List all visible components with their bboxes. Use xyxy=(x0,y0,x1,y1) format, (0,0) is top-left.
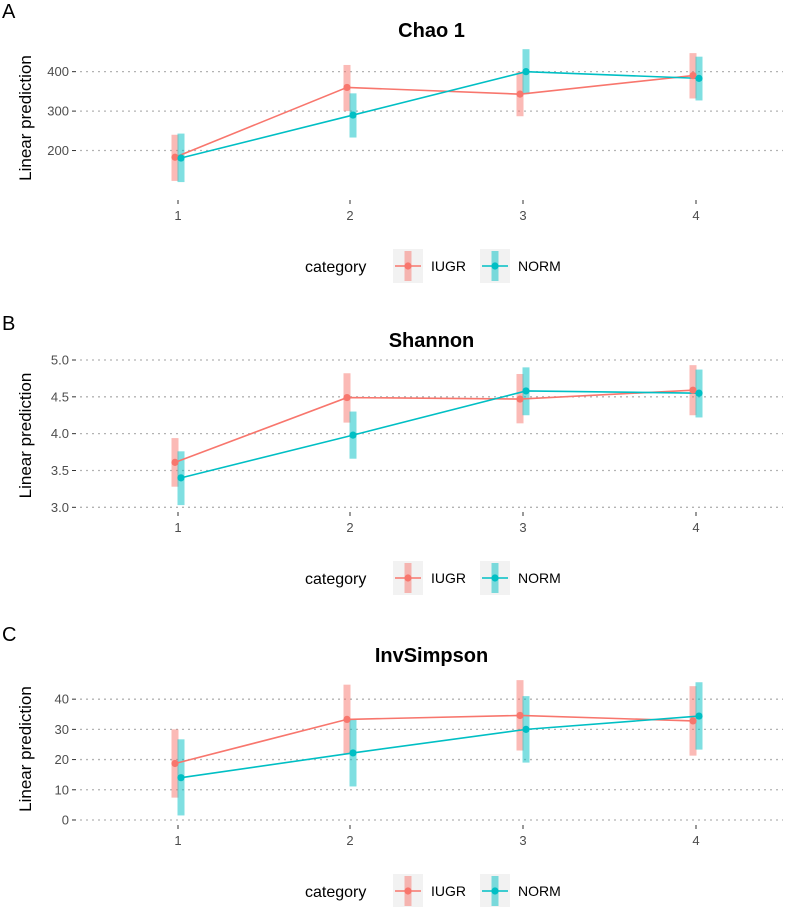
y-tick-label: 0 xyxy=(62,812,69,827)
data-point-norm xyxy=(522,387,530,395)
y-tick-label: 10 xyxy=(55,782,69,797)
legend-label-norm: NORM xyxy=(518,258,561,274)
x-tick-label: 4 xyxy=(692,208,699,223)
data-point-iugr xyxy=(343,83,351,92)
data-point-norm xyxy=(177,154,185,162)
y-tick-label: 200 xyxy=(47,143,69,158)
series-line-iugr xyxy=(174,714,694,765)
y-axis-label: Linear prediction xyxy=(16,373,35,499)
data-point-norm xyxy=(522,725,530,733)
y-tick-label: 400 xyxy=(47,64,69,79)
y-tick-label: 5.0 xyxy=(51,353,69,368)
series-line-norm xyxy=(180,70,700,159)
x-tick-label: 2 xyxy=(346,520,353,535)
legend-label-norm: NORM xyxy=(518,883,561,899)
y-tick-label: 3.0 xyxy=(51,500,69,515)
y-tick-label: 3.5 xyxy=(51,463,69,478)
series-line-norm xyxy=(180,715,700,779)
data-point-norm xyxy=(522,68,530,76)
y-tick-label: 30 xyxy=(55,722,69,737)
y-tick-label: 4.0 xyxy=(51,426,69,441)
data-point-iugr xyxy=(516,395,524,403)
data-point-norm xyxy=(177,474,185,482)
y-tick-label: 4.5 xyxy=(51,389,69,404)
x-tick-label: 1 xyxy=(174,208,181,223)
y-tick-label: 40 xyxy=(55,692,69,707)
legend-key-point-iugr xyxy=(404,887,412,895)
data-point-norm xyxy=(349,111,357,119)
legend-key-point-iugr xyxy=(404,262,412,270)
data-point-iugr xyxy=(171,759,179,768)
y-axis-label: Linear prediction xyxy=(16,686,35,812)
data-point-iugr xyxy=(343,715,351,724)
chart-panel-b: B Shannon Linear prediction 3.0 3.5 4.0 4.5 5.0… xyxy=(2,313,783,595)
series-line-iugr xyxy=(174,389,694,464)
legend-label-iugr: IUGR xyxy=(431,883,466,899)
panel-label: C xyxy=(2,624,16,646)
data-point-norm xyxy=(349,749,357,757)
data-point-iugr xyxy=(516,90,524,98)
x-tick-label: 3 xyxy=(519,208,526,223)
data-point-iugr xyxy=(689,717,697,725)
data-point-iugr xyxy=(516,711,524,720)
x-tick-label: 3 xyxy=(519,833,526,848)
data-point-norm xyxy=(695,74,703,82)
legend-title: category xyxy=(305,259,366,276)
chart-panel-a: A Chao 1 Linear prediction 200 300 400 1 2 3 4 cat… xyxy=(2,1,783,283)
legend-title: category xyxy=(305,571,366,588)
data-point-norm xyxy=(695,389,703,397)
y-tick-label: 20 xyxy=(55,752,69,767)
legend-label-norm: NORM xyxy=(518,570,561,586)
legend-key-point-norm xyxy=(491,574,499,582)
legend-label-iugr: IUGR xyxy=(431,258,466,274)
chart-title: Chao 1 xyxy=(398,20,465,42)
legend: category IUGR NORM xyxy=(305,561,561,595)
data-point-iugr xyxy=(689,72,697,80)
chart-title: Shannon xyxy=(389,330,475,352)
legend: category IUGR NORM xyxy=(305,249,561,283)
chart-panel-c: C InvSimpson Linear prediction 0 10 20 30 40 1 2 3… xyxy=(2,624,783,907)
legend-key-point-iugr xyxy=(404,574,412,582)
data-point-iugr xyxy=(171,153,179,161)
x-tick-label: 2 xyxy=(346,208,353,223)
data-point-iugr xyxy=(689,386,697,394)
legend-label-iugr: IUGR xyxy=(431,570,466,586)
x-tick-label: 3 xyxy=(519,520,526,535)
data-point-norm xyxy=(695,712,703,720)
y-tick-label: 300 xyxy=(47,104,69,119)
chart-title: InvSimpson xyxy=(375,645,488,667)
legend-key-point-norm xyxy=(491,887,499,895)
y-axis-label: Linear prediction xyxy=(16,55,35,181)
x-tick-label: 2 xyxy=(346,833,353,848)
x-tick-label: 4 xyxy=(692,520,699,535)
data-point-iugr xyxy=(343,393,351,402)
legend-title: category xyxy=(305,884,366,901)
legend: category IUGR NORM xyxy=(305,874,561,907)
panel-label: A xyxy=(2,1,16,23)
x-tick-label: 1 xyxy=(174,520,181,535)
data-point-norm xyxy=(177,774,185,782)
x-tick-label: 4 xyxy=(692,833,699,848)
legend-key-point-norm xyxy=(491,262,499,270)
data-point-norm xyxy=(349,431,357,439)
panel-label: B xyxy=(2,313,15,335)
data-point-iugr xyxy=(171,458,179,466)
series-line-iugr xyxy=(174,74,694,158)
series-line-norm xyxy=(180,390,700,479)
x-tick-label: 1 xyxy=(174,833,181,848)
